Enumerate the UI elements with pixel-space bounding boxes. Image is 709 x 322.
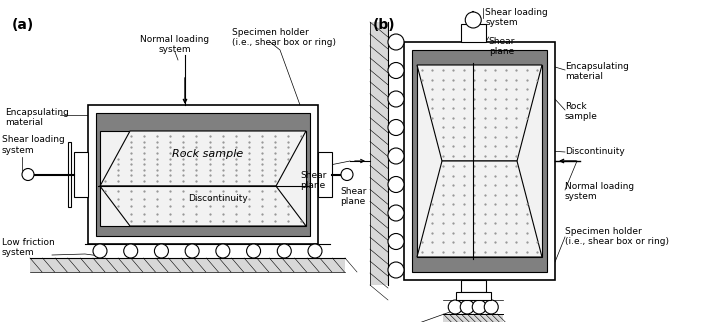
Circle shape: [216, 244, 230, 258]
Circle shape: [388, 34, 404, 50]
Text: Normal loading
system: Normal loading system: [140, 35, 210, 54]
Text: Shear
plane: Shear plane: [340, 186, 367, 206]
Circle shape: [484, 300, 498, 314]
Polygon shape: [100, 186, 306, 226]
Circle shape: [247, 244, 261, 258]
Text: Shear
plane: Shear plane: [489, 37, 515, 56]
Circle shape: [388, 176, 404, 193]
Text: Discontinuity: Discontinuity: [188, 194, 248, 203]
Circle shape: [341, 168, 353, 181]
Text: Normal loading
system: Normal loading system: [565, 182, 634, 201]
Circle shape: [388, 262, 404, 278]
Bar: [96, 113, 310, 236]
Polygon shape: [417, 65, 542, 161]
Text: (a): (a): [12, 18, 34, 32]
Circle shape: [388, 62, 404, 79]
Text: Shear loading
system: Shear loading system: [2, 135, 65, 155]
Circle shape: [388, 233, 404, 250]
Bar: [88, 105, 318, 244]
Polygon shape: [417, 161, 542, 257]
Text: Shear loading
system: Shear loading system: [485, 8, 548, 27]
Text: Specimen holder
(i.e., shear box or ring): Specimen holder (i.e., shear box or ring…: [232, 28, 336, 47]
Circle shape: [388, 148, 404, 164]
Bar: [412, 50, 547, 272]
Circle shape: [308, 244, 322, 258]
Bar: [370, 22, 388, 285]
Bar: [404, 42, 555, 280]
Circle shape: [388, 91, 404, 107]
Text: Discontinuity: Discontinuity: [565, 147, 625, 156]
Bar: [68, 142, 71, 207]
Polygon shape: [100, 131, 306, 186]
Circle shape: [388, 119, 404, 136]
Bar: [461, 24, 486, 42]
Circle shape: [460, 300, 474, 314]
Bar: [443, 314, 503, 322]
Bar: [30, 258, 345, 272]
Circle shape: [388, 205, 404, 221]
Text: Rock
sample: Rock sample: [565, 102, 598, 121]
Circle shape: [448, 300, 462, 314]
Bar: [417, 65, 542, 257]
Circle shape: [22, 168, 34, 181]
Text: Rock sample: Rock sample: [172, 148, 244, 158]
Circle shape: [465, 12, 481, 28]
Text: Shear
plane: Shear plane: [300, 171, 326, 190]
Circle shape: [277, 244, 291, 258]
Circle shape: [185, 244, 199, 258]
Bar: [100, 131, 306, 226]
Text: Encapsulating
material: Encapsulating material: [565, 62, 629, 81]
Bar: [456, 292, 491, 300]
Bar: [74, 152, 88, 197]
Circle shape: [155, 244, 169, 258]
Circle shape: [123, 244, 138, 258]
Text: Low friction
system: Low friction system: [2, 238, 55, 257]
Bar: [318, 152, 332, 197]
Text: Encapsulating
material: Encapsulating material: [5, 108, 69, 128]
Text: Specimen holder
(i.e., shear box or ring): Specimen holder (i.e., shear box or ring…: [565, 227, 669, 246]
Bar: [461, 280, 486, 292]
Text: (b): (b): [373, 18, 396, 32]
Circle shape: [93, 244, 107, 258]
Circle shape: [472, 300, 486, 314]
